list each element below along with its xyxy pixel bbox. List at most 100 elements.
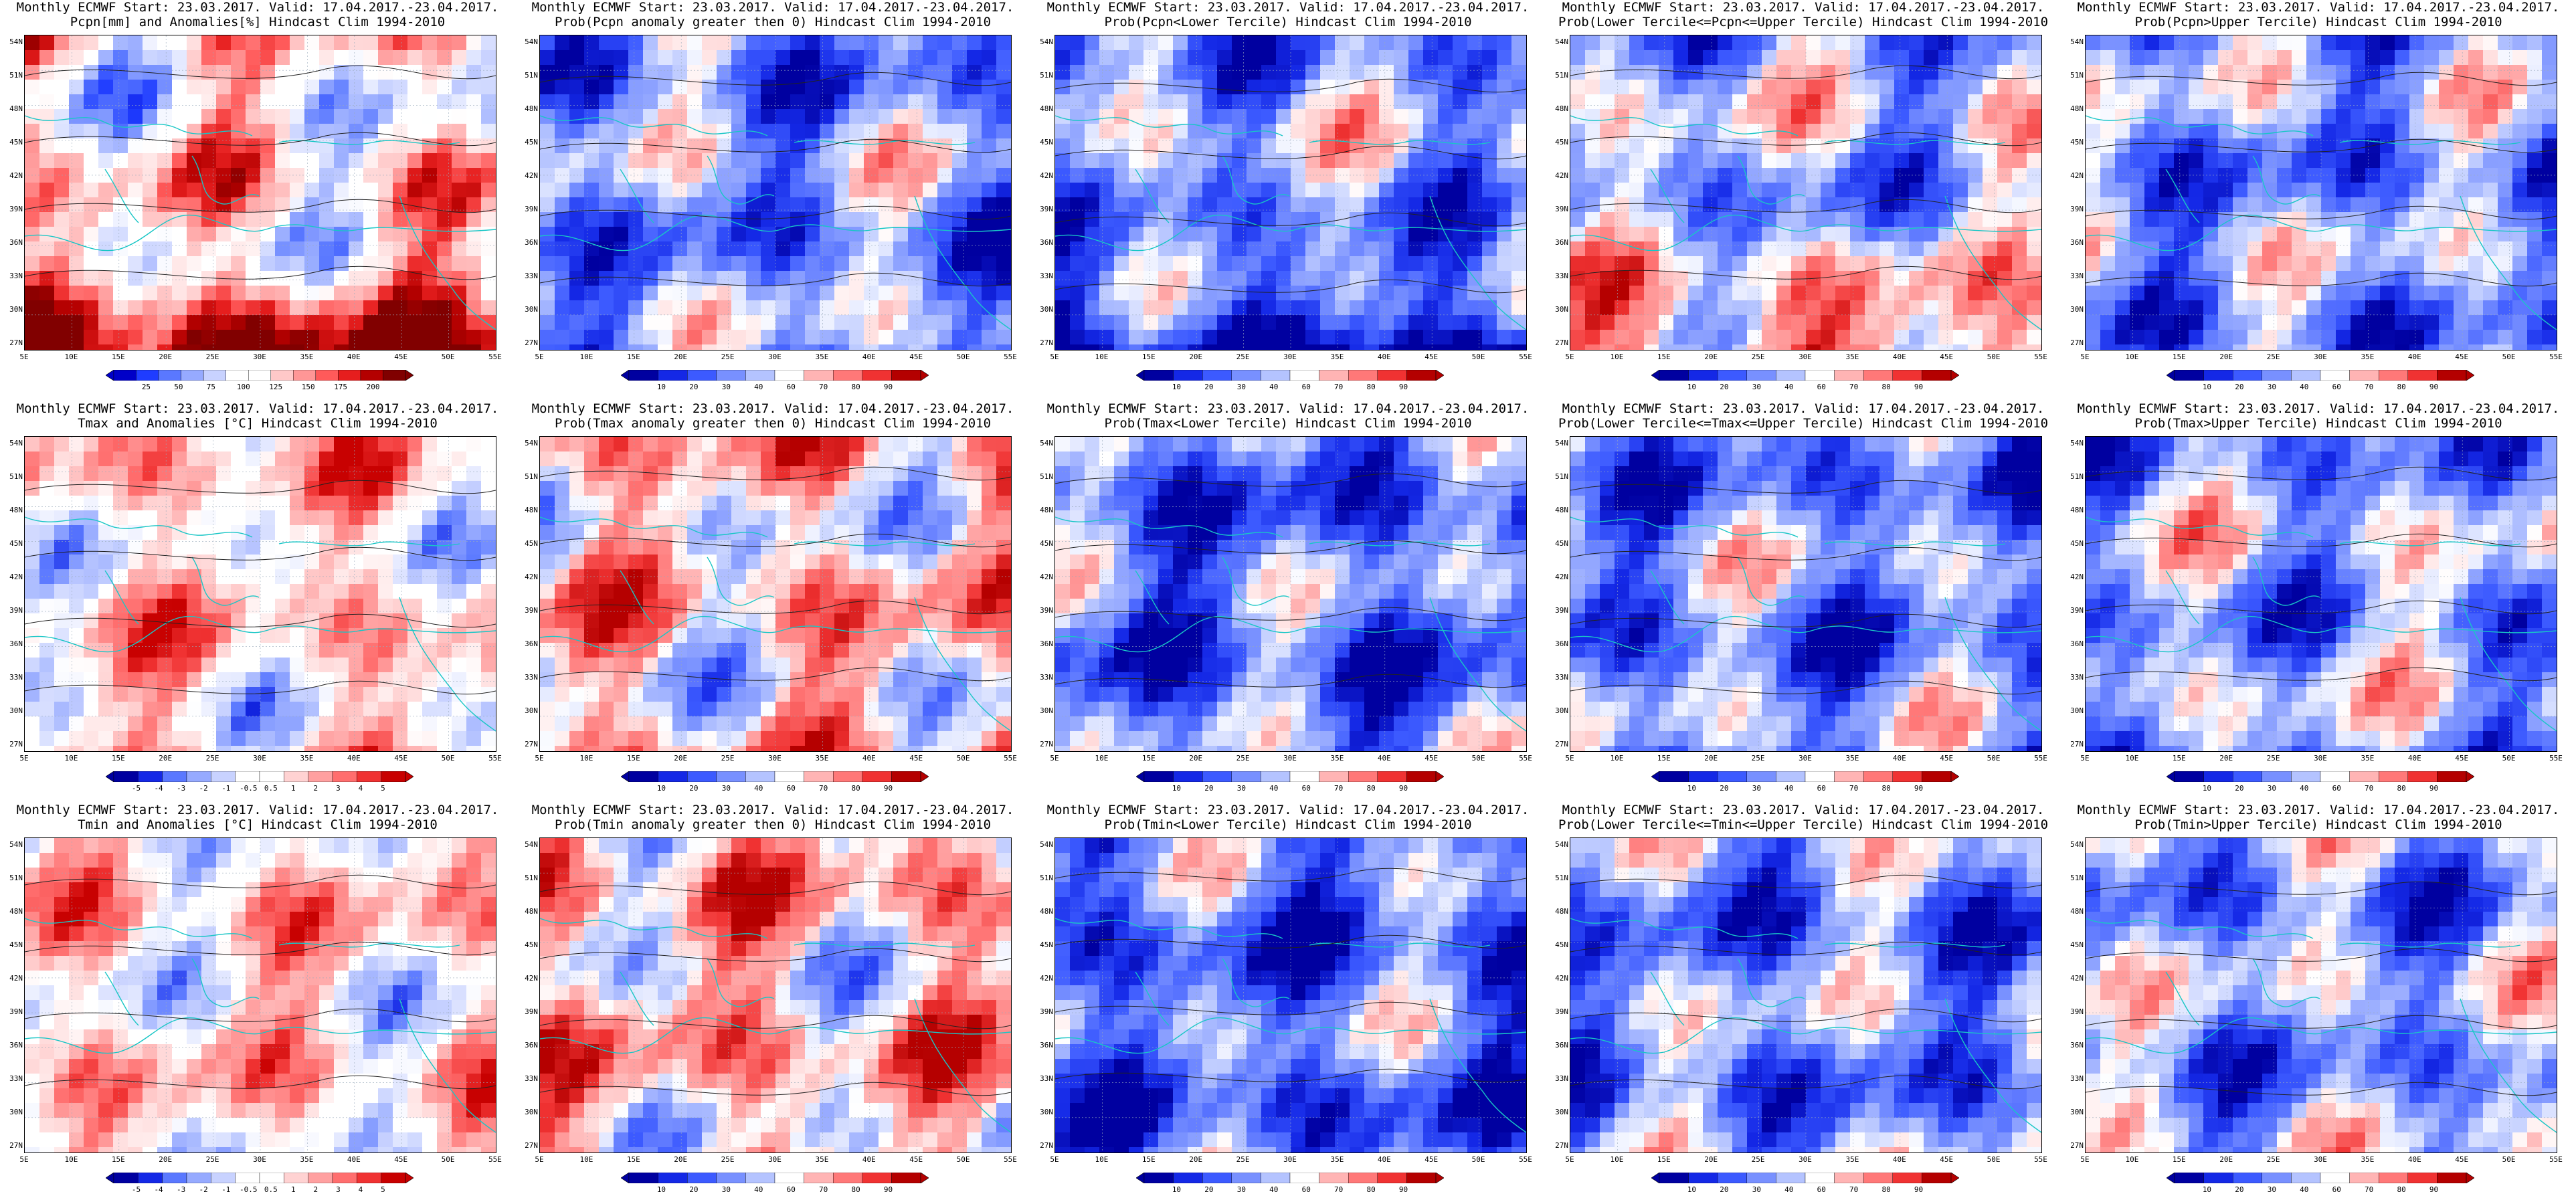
field-cell xyxy=(982,344,997,350)
colorbar-swatch xyxy=(1922,370,1952,381)
field-cell xyxy=(349,716,364,732)
field-cell xyxy=(231,687,246,702)
field-cell xyxy=(2247,197,2263,213)
field-cell xyxy=(672,496,688,511)
field-cell xyxy=(1673,286,1689,301)
field-cell xyxy=(422,481,438,496)
field-cell xyxy=(1379,344,1394,350)
field-cell xyxy=(1850,124,1865,139)
field-cell xyxy=(1129,50,1144,66)
field-cell xyxy=(1585,197,1600,213)
colorbar-label: 3 xyxy=(336,784,341,793)
field-cell xyxy=(1821,197,1836,213)
field-cell xyxy=(1968,197,1983,213)
field-cell xyxy=(2292,50,2307,66)
field-cell xyxy=(128,300,143,316)
field-cell xyxy=(540,315,555,330)
field-cell xyxy=(952,124,968,139)
field-cell xyxy=(540,555,555,570)
field-cell xyxy=(584,65,600,80)
field-cell xyxy=(1217,35,1232,51)
field-cell xyxy=(790,65,806,80)
field-cell xyxy=(1718,50,1733,66)
field-cell xyxy=(2409,315,2425,330)
field-cell xyxy=(113,437,128,452)
field-cell xyxy=(1673,271,1689,286)
field-cell xyxy=(2189,286,2204,301)
field-cell xyxy=(2336,153,2351,169)
field-cell xyxy=(1364,271,1380,286)
field-cell xyxy=(834,153,850,169)
colorbar-swatch xyxy=(1377,370,1407,381)
field-cell xyxy=(216,599,232,614)
field-cell xyxy=(569,35,585,51)
field-cell xyxy=(1276,124,1291,139)
field-cell xyxy=(437,286,452,301)
field-cell xyxy=(1453,183,1468,198)
field-cell xyxy=(2159,315,2175,330)
field-cell xyxy=(393,227,408,242)
field-cell xyxy=(319,584,335,599)
field-cell xyxy=(687,452,703,467)
field-cell xyxy=(1703,227,1718,242)
field-cell xyxy=(1099,330,1115,345)
field-cell xyxy=(2012,241,2027,257)
field-cell xyxy=(687,271,703,286)
field-cell xyxy=(260,540,276,555)
field-cell xyxy=(216,452,232,467)
field-cell xyxy=(1615,286,1630,301)
field-cell xyxy=(378,153,393,169)
field-cell xyxy=(54,109,70,124)
field-cell xyxy=(746,109,761,124)
field-cell xyxy=(967,525,982,540)
field-cell xyxy=(69,452,84,467)
field-cell xyxy=(672,525,688,540)
field-cell xyxy=(584,330,600,345)
lon-label: 40E xyxy=(2407,353,2421,361)
field-cell xyxy=(1438,65,1453,80)
field-cell xyxy=(334,183,349,198)
field-cell xyxy=(1776,94,1792,110)
field-cell xyxy=(2292,168,2307,183)
field-cell xyxy=(334,241,349,257)
field-cell xyxy=(319,452,335,467)
field-cell xyxy=(422,658,438,673)
field-cell xyxy=(2277,183,2292,198)
field-cell xyxy=(1070,271,1085,286)
field-cell xyxy=(143,153,158,169)
field-cell xyxy=(746,481,761,496)
field-cell xyxy=(452,643,467,658)
field-cell xyxy=(1747,80,1762,95)
field-cell xyxy=(584,183,600,198)
field-cell xyxy=(849,80,864,95)
field-cell xyxy=(555,153,570,169)
field-cell xyxy=(2247,212,2263,227)
field-cell xyxy=(2483,330,2498,345)
field-cell xyxy=(84,300,99,316)
field-cell xyxy=(393,466,408,482)
field-cell xyxy=(1511,50,1526,66)
field-cell xyxy=(437,569,452,585)
field-cell xyxy=(775,124,791,139)
field-cell xyxy=(2321,271,2336,286)
field-cell xyxy=(246,687,261,702)
field-cell xyxy=(1879,197,1895,213)
field-cell xyxy=(1938,35,1954,51)
field-cell xyxy=(628,315,644,330)
field-cell xyxy=(820,183,835,198)
field-cell xyxy=(437,555,452,570)
field-cell xyxy=(69,35,84,51)
field-cell xyxy=(1570,315,1586,330)
field-cell xyxy=(1114,300,1129,316)
field-cell xyxy=(2424,330,2440,345)
field-cell xyxy=(84,153,99,169)
field-cell xyxy=(820,212,835,227)
field-cell xyxy=(643,153,658,169)
field-cell xyxy=(1467,330,1483,345)
field-cell xyxy=(378,227,393,242)
field-cell xyxy=(1762,138,1777,154)
field-cell xyxy=(407,702,423,717)
panel-header-line: Monthly ECMWF Start: 23.03.2017. Valid: … xyxy=(531,0,1014,15)
field-cell xyxy=(187,452,202,467)
field-cell xyxy=(216,227,232,242)
